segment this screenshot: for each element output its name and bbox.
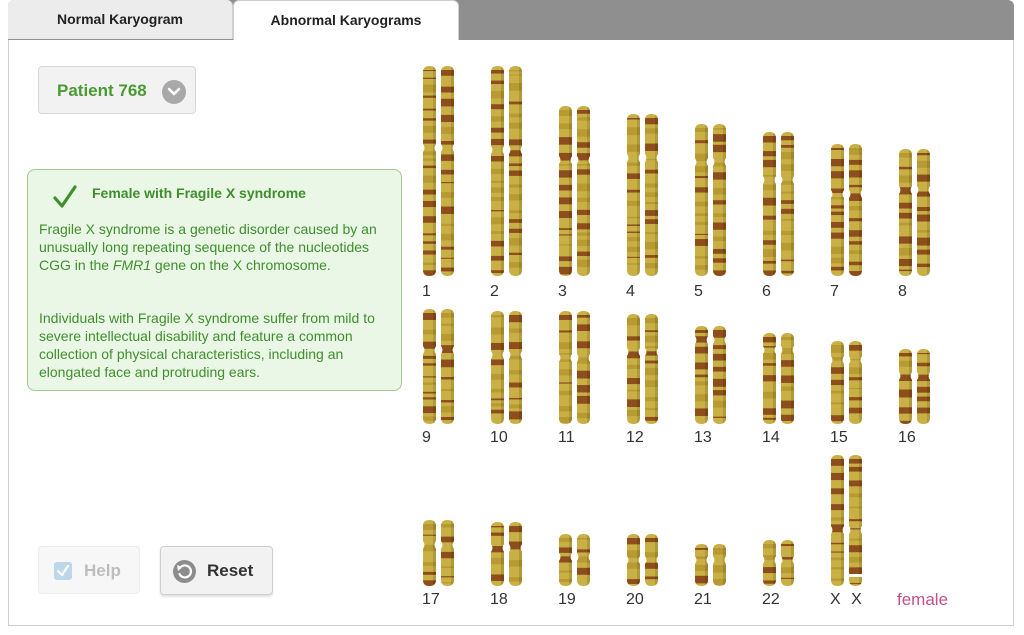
chromosome-3-a — [559, 106, 572, 276]
chromosome-18-b — [509, 522, 522, 586]
chromosome-number-label: 17 — [422, 591, 440, 608]
help-toggle[interactable]: Help — [38, 546, 140, 594]
chromosome-number-label: 2 — [490, 283, 499, 300]
chromosome-number-label: 12 — [626, 429, 644, 446]
chromosome-number-label: 1 — [422, 283, 431, 300]
chromosome-15-b — [849, 341, 862, 424]
chromosome-17-b — [441, 520, 454, 586]
chromosome-16-a — [899, 349, 912, 424]
chromosome-number-label: 5 — [694, 283, 703, 300]
chromosome-23-b — [849, 455, 862, 586]
chromosome-number-label: 19 — [558, 591, 576, 608]
checkmark-icon — [53, 185, 77, 208]
help-label: Help — [84, 561, 121, 580]
chromosome-16-b — [917, 349, 930, 424]
chromosome-number-label: 8 — [898, 283, 907, 300]
chromosome-17-a — [423, 520, 436, 586]
chromosome-14-a — [763, 333, 776, 424]
chevron-down-icon — [162, 80, 186, 104]
chromosome-number-label: 21 — [694, 591, 712, 608]
chromosome-12-b — [645, 314, 658, 424]
chromosome-7-b — [849, 144, 862, 276]
chromosome-4-b — [645, 114, 658, 276]
chromosome-18-a — [491, 522, 504, 586]
reset-button[interactable]: Reset — [160, 546, 273, 595]
chromosome-number-label: 6 — [762, 283, 771, 300]
chromosome-number-label: 4 — [626, 283, 635, 300]
chromosome-11-a — [559, 311, 572, 424]
chromosome-1-a — [423, 66, 436, 276]
chromosome-20-a — [627, 534, 640, 586]
chromosome-number-label: 14 — [762, 429, 780, 446]
patient-label: Patient 768 — [57, 81, 147, 100]
chromosome-10-a — [491, 311, 504, 424]
chromosome-19-b — [577, 534, 590, 586]
diagnosis-info-box: Female with Fragile X syndrome Fragile X… — [27, 169, 402, 391]
chromosome-number-label: 11 — [558, 429, 575, 446]
chromosome-2-a — [491, 66, 504, 276]
chromosome-8-b — [917, 149, 930, 276]
chromosome-19-a — [559, 534, 572, 586]
chromosome-number-label: 16 — [898, 429, 916, 446]
chromosome-8-a — [899, 149, 912, 276]
fragile-site — [848, 574, 863, 577]
chromosome-9-b — [441, 309, 454, 424]
chromosome-1-b — [441, 66, 454, 276]
chromosome-6-a — [763, 132, 776, 276]
chromosome-4-a — [627, 114, 640, 276]
chromosome-21-a — [695, 544, 708, 586]
chromosome-number-label: 13 — [694, 429, 712, 446]
chromosome-22-a — [763, 540, 776, 586]
chromosome-number-label: 20 — [626, 591, 644, 608]
chromosome-14-b — [781, 333, 794, 424]
chromosome-number-label: 18 — [490, 591, 508, 608]
diagnosis-paragraph-2: Individuals with Fragile X syndrome suff… — [39, 310, 375, 380]
chromosome-number-label: 9 — [422, 429, 431, 446]
diagnosis-paragraph-1: Fragile X syndrome is a genetic disorder… — [39, 220, 389, 274]
diagnosis-paragraph-1-post: gene on the X chromosome. — [151, 257, 331, 273]
chromosome-12-a — [627, 314, 640, 424]
patient-select-button[interactable]: Patient 768 — [38, 66, 196, 114]
chromosome-number-label: 10 — [490, 429, 508, 446]
chromosome-9-a — [423, 309, 436, 424]
chromosome-20-b — [645, 534, 658, 586]
chromosome-number-label: 3 — [558, 283, 567, 300]
chromosome-number-label: 22 — [762, 591, 780, 608]
chromosome-13-b — [713, 326, 726, 424]
reset-label: Reset — [207, 561, 254, 580]
chromosome-7-a — [831, 144, 844, 276]
sex-label: female — [897, 590, 948, 609]
chromosome-13-a — [695, 326, 708, 424]
chromosome-3-b — [577, 106, 590, 276]
diagnosis-title: Female with Fragile X syndrome — [92, 185, 306, 201]
chromosome-22-b — [781, 540, 794, 586]
chromosome-2-b — [509, 66, 522, 276]
chromosome-number-label: X X — [830, 591, 862, 608]
reset-icon — [173, 560, 196, 583]
chromosome-5-b — [713, 124, 726, 276]
chromosome-5-a — [695, 124, 708, 276]
chromosome-6-b — [781, 132, 794, 276]
chromosome-number-label: 15 — [830, 429, 848, 446]
chromosome-10-b — [509, 311, 522, 424]
tab-abnormal-karyograms[interactable]: Abnormal Karyograms — [233, 0, 459, 41]
chromosome-23-a — [831, 455, 844, 586]
tab-normal-karyogram[interactable]: Normal Karyogram — [8, 0, 233, 39]
gene-name: FMR1 — [112, 257, 152, 273]
diagnosis-paragraph-1-pre: Fragile X syndrome is a genetic disorder… — [39, 221, 377, 273]
chromosome-11-b — [577, 311, 590, 424]
chromosome-15-a — [831, 341, 844, 424]
chromosome-21-b — [713, 544, 726, 586]
checkbox-icon — [54, 562, 72, 580]
chromosome-number-label: 7 — [830, 283, 839, 300]
